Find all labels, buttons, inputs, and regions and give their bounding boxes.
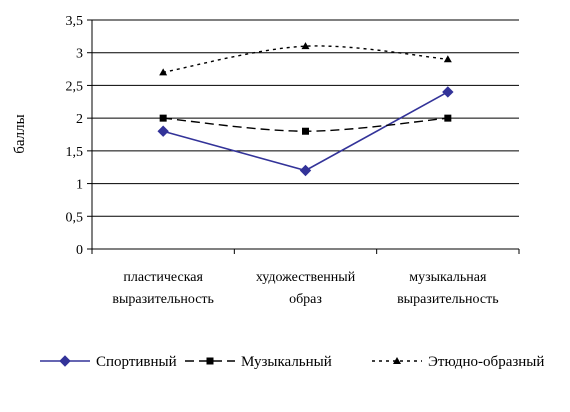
x-tick-label: музыкальная xyxy=(409,270,487,285)
gridlines xyxy=(92,19,519,217)
y-axis-title: баллы xyxy=(12,114,28,153)
series-3-line xyxy=(163,45,448,74)
legend: Спортивный Музыкальный Этюдно-образный xyxy=(40,354,544,370)
legend-label: Этюдно-образный xyxy=(428,354,544,370)
y-tick-label: 1 xyxy=(76,178,83,193)
legend-swatch-marker xyxy=(206,357,214,365)
y-tick-label: 0,5 xyxy=(66,210,84,225)
legend-swatch-marker xyxy=(393,357,401,364)
y-tick-label: 3 xyxy=(76,47,83,62)
series-1 xyxy=(157,86,454,177)
legend-swatch-marker xyxy=(59,355,71,367)
x-tick-label: выразительность xyxy=(397,292,499,307)
series-3-point xyxy=(159,68,168,76)
y-tick-labels: 0 0,5 1 1,5 2 2,5 3 3,5 xyxy=(66,14,84,258)
series-1-point xyxy=(442,86,454,98)
legend-label: Спортивный xyxy=(96,354,177,370)
series-1-point xyxy=(299,164,312,177)
legend-item-1: Спортивный xyxy=(40,354,177,370)
y-tick-label: 1,5 xyxy=(66,145,84,160)
legend-label: Музыкальный xyxy=(241,354,332,370)
series xyxy=(157,42,454,177)
x-tick-label: художественный xyxy=(256,270,356,285)
series-1-point xyxy=(157,125,169,137)
x-tick-labels: пластическая выразительность художественны… xyxy=(112,270,498,307)
y-tick-label: 2 xyxy=(76,112,83,127)
x-tick-label: пластическая xyxy=(123,270,203,285)
legend-item-3: Этюдно-образный xyxy=(372,354,544,370)
legend-item-2: Музыкальный xyxy=(185,354,332,370)
axes xyxy=(87,19,520,254)
series-2 xyxy=(159,114,452,135)
y-tick-label: 0 xyxy=(76,243,83,258)
series-3 xyxy=(159,42,452,76)
series-2-point xyxy=(159,114,167,122)
x-tick-label: выразительность xyxy=(112,292,214,307)
y-tick-label: 2,5 xyxy=(66,79,84,94)
series-2-point xyxy=(302,127,309,135)
series-3-point xyxy=(301,42,310,50)
series-2-point xyxy=(444,114,452,122)
y-tick-label: 3,5 xyxy=(66,14,84,29)
x-tick-label: образ xyxy=(289,292,322,307)
series-3-point xyxy=(443,55,452,63)
